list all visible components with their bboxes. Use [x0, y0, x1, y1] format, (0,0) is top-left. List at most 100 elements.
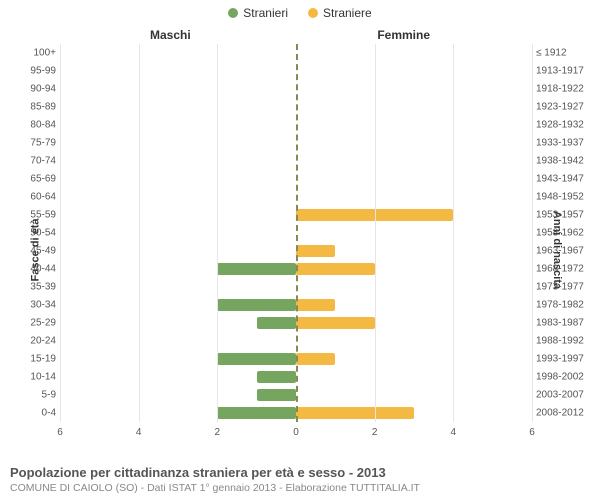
x-tick: 2	[372, 427, 378, 438]
legend-swatch-male	[228, 8, 238, 18]
female-bar	[296, 407, 414, 420]
age-label: 30-34	[16, 300, 56, 311]
female-half	[296, 368, 532, 386]
female-half	[296, 332, 532, 350]
male-bar	[257, 317, 296, 330]
age-label: 10-14	[16, 372, 56, 383]
age-label: 15-19	[16, 354, 56, 365]
female-bar	[296, 263, 375, 276]
male-half	[60, 278, 296, 296]
year-label: 2008-2012	[536, 408, 588, 419]
female-half	[296, 296, 532, 314]
year-label: 2003-2007	[536, 390, 588, 401]
male-half	[60, 98, 296, 116]
year-label: 1978-1982	[536, 300, 588, 311]
male-half	[60, 206, 296, 224]
female-half	[296, 350, 532, 368]
male-half	[60, 260, 296, 278]
year-label: 1953-1957	[536, 210, 588, 221]
age-label: 70-74	[16, 156, 56, 167]
male-half	[60, 170, 296, 188]
x-tick: 2	[215, 427, 221, 438]
male-half	[60, 368, 296, 386]
age-label: 25-29	[16, 318, 56, 329]
legend-item-female: Straniere	[308, 6, 372, 20]
year-label: 1938-1942	[536, 156, 588, 167]
female-bar	[296, 245, 335, 258]
age-label: 50-54	[16, 228, 56, 239]
age-label: 60-64	[16, 192, 56, 203]
legend-label-male: Stranieri	[243, 6, 288, 20]
female-half	[296, 386, 532, 404]
female-bar	[296, 299, 335, 312]
legend-item-male: Stranieri	[228, 6, 288, 20]
male-half	[60, 152, 296, 170]
male-half	[60, 350, 296, 368]
male-half	[60, 242, 296, 260]
age-label: 35-39	[16, 282, 56, 293]
male-half	[60, 332, 296, 350]
female-half	[296, 224, 532, 242]
female-bar	[296, 317, 375, 330]
x-tick: 0	[293, 427, 299, 438]
footer-title: Popolazione per cittadinanza straniera p…	[10, 465, 590, 480]
x-axis: 6420246	[60, 422, 532, 438]
female-half	[296, 170, 532, 188]
centerline	[296, 44, 298, 422]
age-label: 0-4	[16, 408, 56, 419]
female-half	[296, 152, 532, 170]
year-label: 1928-1932	[536, 120, 588, 131]
age-label: 5-9	[16, 390, 56, 401]
year-label: 1988-1992	[536, 336, 588, 347]
year-label: 1958-1962	[536, 228, 588, 239]
male-bar	[217, 407, 296, 420]
x-tick: 6	[529, 427, 535, 438]
male-half	[60, 134, 296, 152]
age-label: 85-89	[16, 102, 56, 113]
gridline	[60, 44, 61, 422]
year-label: 1913-1917	[536, 66, 588, 77]
female-half	[296, 62, 532, 80]
age-label: 80-84	[16, 120, 56, 131]
legend: Stranieri Straniere	[0, 0, 600, 20]
year-label: 1973-1977	[536, 282, 588, 293]
male-bar	[257, 389, 296, 402]
year-label: 1998-2002	[536, 372, 588, 383]
age-label: 95-99	[16, 66, 56, 77]
male-bar	[217, 263, 296, 276]
gridline	[139, 44, 140, 422]
year-label: 1918-1922	[536, 84, 588, 95]
year-label: 1943-1947	[536, 174, 588, 185]
age-label: 75-79	[16, 138, 56, 149]
gridline	[375, 44, 376, 422]
year-label: 1968-1972	[536, 264, 588, 275]
column-title-female: Femmine	[377, 28, 430, 42]
female-half	[296, 260, 532, 278]
year-label: 1948-1952	[536, 192, 588, 203]
female-half	[296, 134, 532, 152]
male-half	[60, 188, 296, 206]
year-label: ≤ 1912	[536, 48, 588, 59]
male-half	[60, 44, 296, 62]
male-half	[60, 314, 296, 332]
age-label: 45-49	[16, 246, 56, 257]
footer-subtitle: COMUNE DI CAIOLO (SO) - Dati ISTAT 1° ge…	[10, 482, 590, 494]
x-tick: 6	[57, 427, 63, 438]
plot-area: 100+≤ 191295-991913-191790-941918-192285…	[60, 44, 532, 438]
population-pyramid-chart: Stranieri Straniere Maschi Femmine Fasce…	[0, 0, 600, 500]
male-half	[60, 62, 296, 80]
age-label: 20-24	[16, 336, 56, 347]
legend-label-female: Straniere	[323, 6, 372, 20]
male-half	[60, 386, 296, 404]
gridline	[532, 44, 533, 422]
age-label: 90-94	[16, 84, 56, 95]
female-half	[296, 44, 532, 62]
gridline	[217, 44, 218, 422]
male-half	[60, 224, 296, 242]
male-half	[60, 296, 296, 314]
year-label: 1933-1937	[536, 138, 588, 149]
female-half	[296, 188, 532, 206]
female-half	[296, 278, 532, 296]
female-bar	[296, 353, 335, 366]
footer: Popolazione per cittadinanza straniera p…	[10, 465, 590, 494]
